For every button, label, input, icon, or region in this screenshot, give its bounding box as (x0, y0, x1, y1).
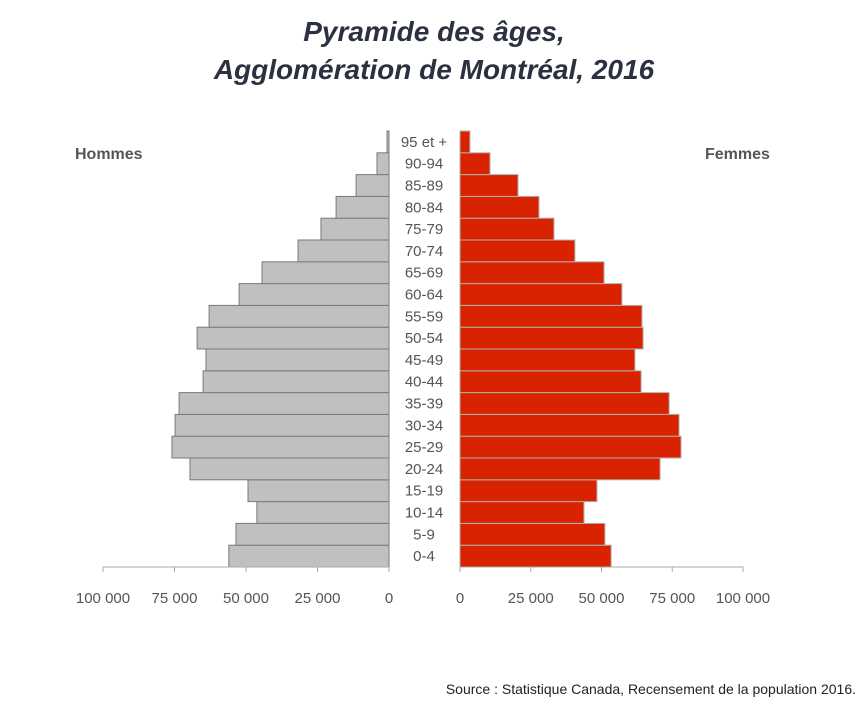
age-label: 50-54 (405, 330, 443, 347)
bar-women-70-74 (459, 239, 576, 263)
bar-men-15-19 (247, 479, 390, 503)
chart-title-line1: Pyramide des âges, (303, 16, 565, 47)
age-label: 80-84 (405, 199, 443, 216)
left-tick-label: 100 000 (76, 590, 130, 607)
bar-men-40-44 (202, 370, 390, 394)
age-label: 75-79 (405, 221, 443, 238)
age-label: 35-39 (405, 396, 443, 413)
left-tick-label: 25 000 (295, 590, 341, 607)
bar-women-85-89 (459, 174, 519, 197)
age-label: 30-34 (405, 417, 443, 434)
bar-men-80-84 (335, 195, 390, 219)
bar-men-70-74 (297, 239, 390, 263)
bar-women-95 et + (459, 130, 471, 154)
bar-men-35-39 (178, 392, 390, 415)
age-label: 5-9 (413, 526, 435, 543)
bar-women-30-34 (459, 413, 680, 437)
right-tick-label: 75 000 (649, 590, 695, 607)
bar-men-65-69 (261, 261, 390, 285)
bar-women-40-44 (459, 370, 642, 394)
bar-women-65-69 (459, 261, 605, 285)
age-label: 10-14 (405, 505, 443, 522)
bar-women-20-24 (459, 457, 661, 481)
age-label: 40-44 (405, 374, 443, 391)
age-label: 55-59 (405, 308, 443, 325)
age-label: 15-19 (405, 483, 443, 500)
left-tick-label: 75 000 (152, 590, 198, 607)
bar-men-5-9 (235, 522, 390, 546)
bar-women-80-84 (459, 195, 540, 219)
age-label: 70-74 (405, 243, 443, 260)
chart-title-line2: Agglomération de Montréal, 2016 (213, 54, 655, 85)
age-label: 65-69 (405, 265, 443, 282)
bar-men-0-4 (228, 544, 390, 568)
age-label: 90-94 (405, 156, 443, 173)
bar-women-25-29 (459, 435, 682, 459)
bar-women-0-4 (459, 544, 612, 568)
left-tick-label: 0 (385, 590, 393, 607)
age-label: 60-64 (405, 287, 443, 304)
bar-men-75-79 (320, 217, 390, 241)
bar-men-20-24 (189, 457, 390, 481)
bar-men-25-29 (171, 435, 390, 459)
bar-men-90-94 (376, 152, 390, 176)
age-label: 95 et + (401, 134, 448, 151)
bar-women-90-94 (459, 152, 491, 176)
age-label: 0-4 (413, 548, 435, 565)
left-tick-label: 50 000 (223, 590, 269, 607)
bar-men-55-59 (208, 304, 390, 328)
bar-women-50-54 (459, 326, 644, 350)
age-label: 45-49 (405, 352, 443, 369)
age-label: 85-89 (405, 178, 443, 195)
bar-women-60-64 (459, 283, 623, 306)
bar-women-10-14 (459, 501, 585, 524)
bar-women-35-39 (459, 392, 670, 415)
age-label: 25-29 (405, 439, 443, 456)
bar-women-75-79 (459, 217, 555, 241)
women-label: Femmes (705, 146, 770, 163)
bar-men-60-64 (238, 283, 390, 306)
bar-men-95 et + (386, 130, 390, 154)
bar-men-85-89 (355, 174, 390, 197)
right-tick-label: 100 000 (716, 590, 770, 607)
men-label: Hommes (75, 146, 143, 163)
bar-men-50-54 (196, 326, 390, 350)
bar-men-10-14 (256, 501, 390, 524)
right-tick-label: 25 000 (508, 590, 554, 607)
right-tick-label: 50 000 (579, 590, 625, 607)
right-tick-label: 0 (456, 590, 464, 607)
age-label: 20-24 (405, 461, 443, 478)
source-note: Source : Statistique Canada, Recensement… (445, 681, 856, 697)
bar-women-55-59 (459, 304, 643, 328)
bar-men-45-49 (205, 348, 390, 372)
bar-men-30-34 (174, 413, 390, 437)
bar-women-45-49 (459, 348, 636, 372)
bar-women-5-9 (459, 522, 606, 546)
bar-women-15-19 (459, 479, 598, 503)
